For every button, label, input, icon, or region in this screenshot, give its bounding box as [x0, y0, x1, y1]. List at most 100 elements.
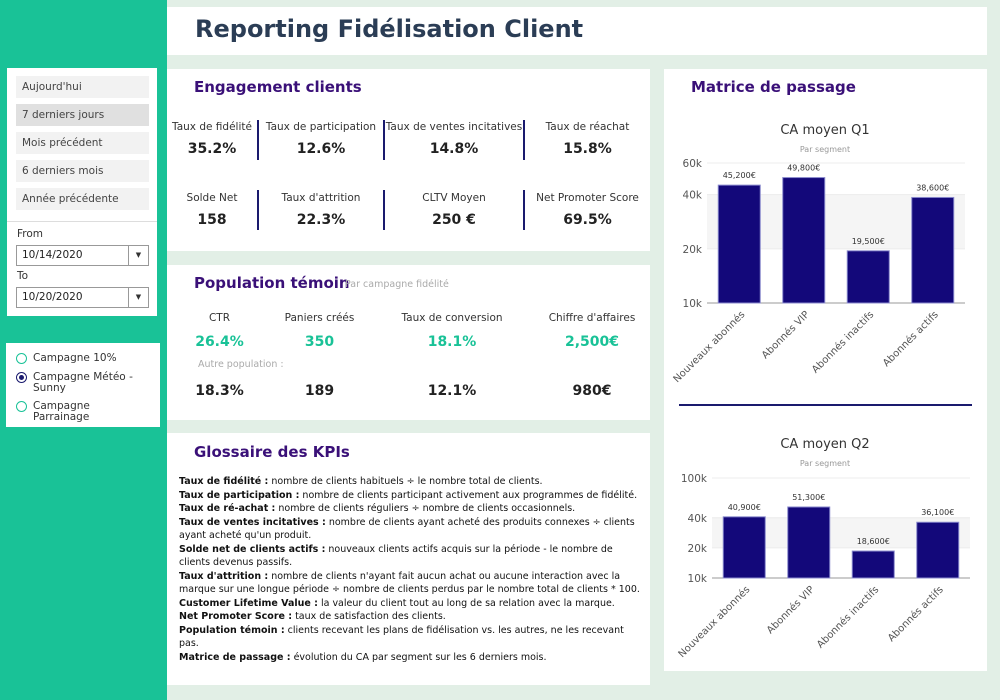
- campaign-revenue: 2,500€: [564, 334, 620, 350]
- from-date-input[interactable]: 10/14/2020 ▼: [16, 245, 149, 266]
- y-tick-label: 40k: [683, 190, 703, 202]
- header-conversion: Taux de conversion: [401, 312, 503, 324]
- kpi-nps: Net Promoter Score 69.5%: [525, 192, 650, 228]
- glossary-def: nombre de clients ayant acheté des produ…: [179, 516, 635, 542]
- glossary-term: Customer Lifetime Value :: [179, 597, 318, 609]
- chart-divider: [679, 404, 972, 406]
- glossary-title: Glossaire des KPIs: [194, 443, 350, 461]
- population-title: Population témoin: [194, 274, 350, 292]
- glossary-panel: Glossaire des KPIs Taux de fidélité : no…: [167, 433, 650, 685]
- glossary-def: nombre de clients habituels ÷ le nombre …: [268, 476, 543, 487]
- kpi-separator: [383, 190, 385, 230]
- transition-matrix-panel: Matrice de passage CA moyen Q1 Par segme…: [664, 69, 987, 671]
- chevron-down-icon[interactable]: ▼: [128, 246, 148, 265]
- range-previous-month[interactable]: Mois précédent: [16, 132, 149, 154]
- data-label: 38,600€: [916, 183, 949, 192]
- radio-icon[interactable]: [16, 401, 27, 412]
- glossary-entry: Population témoin : clients recevant les…: [179, 624, 644, 651]
- y-tick-label: 40k: [688, 513, 708, 525]
- glossary-term: Matrice de passage :: [179, 651, 291, 663]
- glossary-def: évolution du CA par segment sur les 6 de…: [290, 651, 547, 663]
- radio-icon[interactable]: [16, 353, 27, 364]
- bar: [717, 184, 761, 304]
- engagement-title: Engagement clients: [194, 78, 362, 96]
- glossary-entry: Taux de participation : nombre de client…: [179, 489, 644, 503]
- other-population-label: Autre population :: [198, 359, 284, 370]
- other-carts: 189: [304, 383, 335, 399]
- glossary-def: nombre de clients réguliers ÷ nombre de …: [275, 503, 576, 514]
- glossary-def: nombre de clients n'ayant fait aucun ach…: [179, 570, 640, 596]
- grid-band: [712, 478, 970, 518]
- glossary-term: Taux de ventes incitatives :: [179, 516, 326, 528]
- range-last-6-months[interactable]: 6 derniers mois: [16, 160, 149, 182]
- x-tick-label: Abonnés VIP: [759, 309, 812, 362]
- x-tick-label: Abonnés VIP: [764, 584, 817, 637]
- population-subtitle: Par campagne fidélité: [345, 279, 449, 290]
- matrix-title: Matrice de passage: [691, 78, 856, 96]
- campaign-label: Campagne Météo - Sunny: [33, 371, 133, 394]
- bar: [722, 516, 766, 579]
- to-date-value: 10/20/2020: [22, 291, 83, 303]
- kpi-label: Taux de ventes incitatives: [385, 121, 523, 133]
- x-tick-label: Nouveaux abonnés: [676, 584, 753, 661]
- bar: [846, 250, 890, 304]
- glossary-def: clients recevant les plans de fidélisati…: [179, 624, 624, 650]
- range-previous-year[interactable]: Année précédente: [16, 188, 149, 210]
- glossary-entry: Taux d'attrition : nombre de clients n'a…: [179, 570, 644, 597]
- data-label: 45,200€: [723, 171, 756, 180]
- glossary-term: Taux d'attrition :: [179, 570, 269, 582]
- kpi-cltv: CLTV Moyen 250 €: [385, 192, 523, 228]
- chart-q2: 10k 20k 40k 100k 40,900€ Nouveaux abonnés 51,3…: [676, 473, 970, 661]
- kpi-value: 250 €: [432, 212, 476, 228]
- x-tick-label: Abonnés actifs: [880, 309, 941, 370]
- kpi-label: Net Promoter Score: [536, 192, 639, 204]
- chart-q1-subtitle: Par segment: [799, 145, 851, 154]
- kpi-upsell-rate: Taux de ventes incitatives 14.8%: [385, 121, 523, 157]
- campaign-conversion: 18.1%: [427, 334, 477, 350]
- chart-q2-title: CA moyen Q2: [780, 437, 870, 452]
- glossary-entry: Solde net de clients actifs : nouveaux c…: [179, 543, 644, 570]
- glossary-def: taux de satisfaction des clients.: [292, 611, 446, 622]
- y-tick-label: 20k: [683, 244, 703, 256]
- data-label: 51,300€: [792, 493, 825, 502]
- glossary-term: Taux de fidélité :: [179, 476, 269, 487]
- kpi-separator: [257, 190, 259, 230]
- chart-q2-subtitle: Par segment: [799, 459, 851, 468]
- kpi-label: Taux de participation: [265, 121, 377, 133]
- chevron-down-icon[interactable]: ▼: [128, 288, 148, 307]
- kpi-attrition-rate: Taux d'attrition 22.3%: [259, 192, 383, 228]
- kpi-label: Taux de fidélité: [172, 121, 252, 133]
- glossary-term: Net Promoter Score :: [179, 611, 293, 622]
- campaign-panel: Campagne 10% Campagne Météo - Sunny Camp…: [6, 343, 160, 427]
- bar: [911, 196, 955, 304]
- y-tick-label: 20k: [688, 543, 708, 555]
- other-revenue: 980€: [572, 383, 612, 399]
- header-ctr: CTR: [208, 312, 231, 324]
- x-tick-label: Abonnés inactifs: [814, 584, 881, 651]
- bar: [916, 521, 960, 579]
- radio-selected-icon[interactable]: [16, 372, 27, 383]
- kpi-value: 14.8%: [429, 141, 479, 157]
- x-tick-label: Abonnés actifs: [885, 584, 946, 645]
- range-today[interactable]: Aujourd'hui: [16, 76, 149, 98]
- glossary-entry: Taux de ventes incitatives : nombre de c…: [179, 516, 644, 543]
- kpi-net-balance: Solde Net 158: [167, 192, 257, 228]
- header-carts: Paniers créés: [284, 312, 355, 324]
- date-filter-panel: Aujourd'hui 7 derniers jours Mois précéd…: [7, 68, 157, 316]
- kpi-value: 69.5%: [563, 212, 612, 228]
- kpi-value: 12.6%: [296, 141, 346, 157]
- glossary-term: Taux de participation :: [179, 489, 300, 501]
- y-tick-label: 10k: [688, 573, 708, 585]
- data-label: 19,500€: [852, 237, 885, 246]
- range-last-7-days[interactable]: 7 derniers jours: [16, 104, 149, 126]
- campaign-ctr: 26.4%: [195, 334, 244, 350]
- glossary-entry: Net Promoter Score : taux de satisfactio…: [179, 610, 644, 624]
- kpi-value: 158: [197, 212, 227, 228]
- to-date-input[interactable]: 10/20/2020 ▼: [16, 287, 149, 308]
- glossary-term: Solde net de clients actifs :: [179, 543, 326, 555]
- chart-q1: 10k 20k 40k 60k 45,200€ Nouveaux abonnés 49,80…: [671, 158, 965, 385]
- glossary-def: nombre de clients participant activement…: [299, 489, 638, 501]
- kpi-separator: [257, 120, 259, 160]
- y-tick-label: 60k: [683, 158, 703, 170]
- kpi-separator: [383, 120, 385, 160]
